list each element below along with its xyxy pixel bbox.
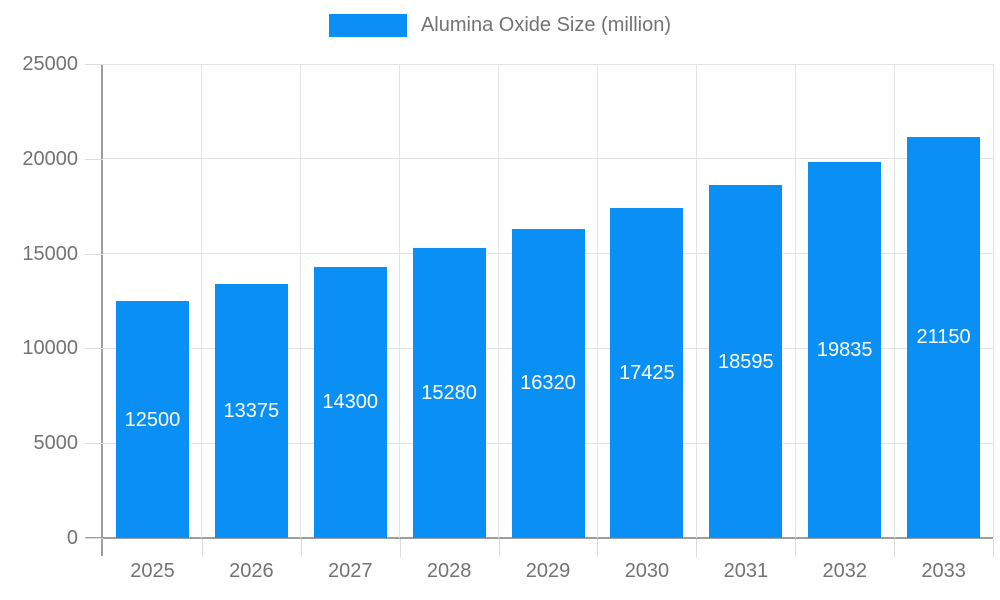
bar-value-label: 16320 [520,372,576,395]
gridline-horizontal [103,63,993,65]
bar-value-label: 18595 [717,350,774,373]
x-axis-tick [201,539,203,557]
x-axis-tick [300,539,302,557]
bar-2027[interactable] [313,266,387,538]
bar-2033[interactable] [907,137,981,538]
x-axis-label: 2030 [624,560,670,582]
legend-swatch [328,14,407,37]
y-axis-tick [85,443,103,445]
x-axis-label: 2029 [525,560,571,582]
x-axis-line [85,537,993,539]
bar-2025[interactable] [115,301,189,538]
y-axis-label: 5000 [33,432,79,455]
x-axis-label: 2032 [822,560,867,582]
gridline-vertical [695,64,697,538]
x-axis-label: 2027 [328,560,373,582]
x-axis-label: 2031 [723,560,769,582]
y-axis-label: 10000 [22,337,78,360]
x-axis-label: 2025 [130,560,175,582]
y-axis-tick [85,538,103,539]
gridline-vertical [794,64,796,538]
bar-value-label: 15280 [421,382,477,405]
x-axis-tick [894,539,896,557]
gridline-vertical [498,64,500,538]
y-axis-label: 20000 [22,147,78,170]
bar-value-label: 12500 [124,408,181,431]
x-axis-tick [399,539,401,557]
bar-2028[interactable] [412,248,486,538]
x-axis-tick [993,539,994,557]
plot-area: 12500 13375 14300 15280 16320 17425 18595 19835… [103,63,994,538]
x-axis-tick [597,539,599,557]
legend[interactable]: Alumina Oxide Size (million) [0,14,1000,37]
x-axis-label: 2033 [921,560,966,582]
bar-2030[interactable] [610,207,684,538]
y-axis-tick [85,253,103,255]
bar-value-label: 14300 [322,391,379,414]
gridline-vertical [596,64,598,538]
gridline-vertical [300,64,302,538]
gridline-vertical [399,64,401,538]
y-axis-tick [85,64,103,65]
gridline-vertical [992,64,994,538]
bar-2026[interactable] [214,284,288,538]
x-axis-label: 2028 [426,560,472,582]
gridline-vertical [893,64,895,538]
bar-value-label: 13375 [223,400,280,423]
y-axis-label: 25000 [22,53,78,75]
gridline-vertical [201,64,203,538]
bar-2029[interactable] [511,228,585,538]
x-axis-label: 2026 [229,560,274,582]
y-axis-tick [85,158,103,160]
y-axis-tick [85,348,103,350]
y-axis-label: 15000 [22,242,78,265]
y-axis-label: 0 [66,527,78,549]
bar-value-label: 17425 [619,361,675,384]
x-axis-tick [696,539,698,557]
bar-2031[interactable] [709,185,783,538]
bar-value-label: 21150 [916,326,971,349]
legend-label: Alumina Oxide Size (million) [420,14,672,36]
gridline-horizontal [103,158,993,160]
bar-value-label: 19835 [816,338,873,361]
x-axis-tick [498,539,500,557]
x-axis-tick [795,539,797,557]
y-axis-line [101,64,103,556]
bar-2032[interactable] [808,161,882,538]
